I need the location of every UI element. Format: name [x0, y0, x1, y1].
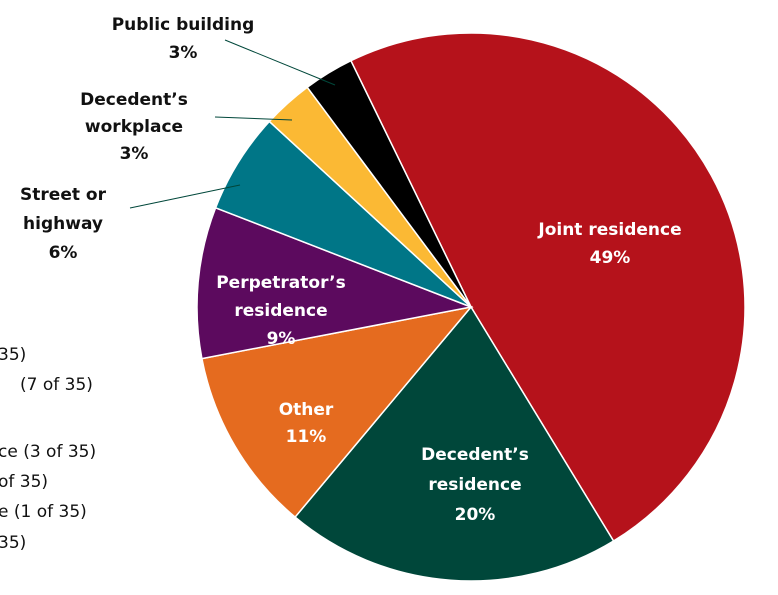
pie-slice [294, 305, 615, 582]
slice-value: 49% [590, 248, 631, 268]
leader-line [224, 39, 336, 86]
slice-label: Other [279, 400, 334, 420]
slice-label: highway [23, 214, 103, 234]
legend-fragment: e (1 of 35) [0, 502, 87, 522]
slice-label: residence [234, 301, 327, 321]
slice-value: 3% [120, 144, 149, 164]
slice-value: 11% [286, 427, 327, 447]
slice-label: Public building [112, 15, 255, 35]
leader-line [129, 184, 241, 209]
leader-line [214, 116, 293, 121]
slice-value: 6% [49, 243, 78, 263]
slice-label: Street or [20, 185, 107, 205]
pie-slice [349, 32, 746, 543]
slice-value: 20% [455, 505, 496, 525]
slice-value: 3% [169, 43, 198, 63]
slice-value: 9% [267, 329, 296, 349]
legend-fragment: ce (3 of 35) [0, 442, 96, 462]
pie-slice [196, 206, 474, 360]
pie-slice [306, 59, 472, 308]
slice-label: Decedent’s [421, 445, 529, 465]
legend-fragment: 35) [0, 345, 26, 365]
legend-fragment: of 35) [0, 472, 48, 492]
slice-label: Perpetrator’s [216, 273, 346, 293]
legend-fragment: (7 of 35) [20, 375, 93, 395]
slice-label: Joint residence [537, 220, 681, 240]
slice-label: residence [428, 475, 521, 495]
slice-label: Decedent’s [80, 90, 188, 110]
legend-fragment: 35) [0, 533, 26, 553]
pie-slice [201, 305, 473, 519]
slice-label: workplace [85, 117, 183, 137]
